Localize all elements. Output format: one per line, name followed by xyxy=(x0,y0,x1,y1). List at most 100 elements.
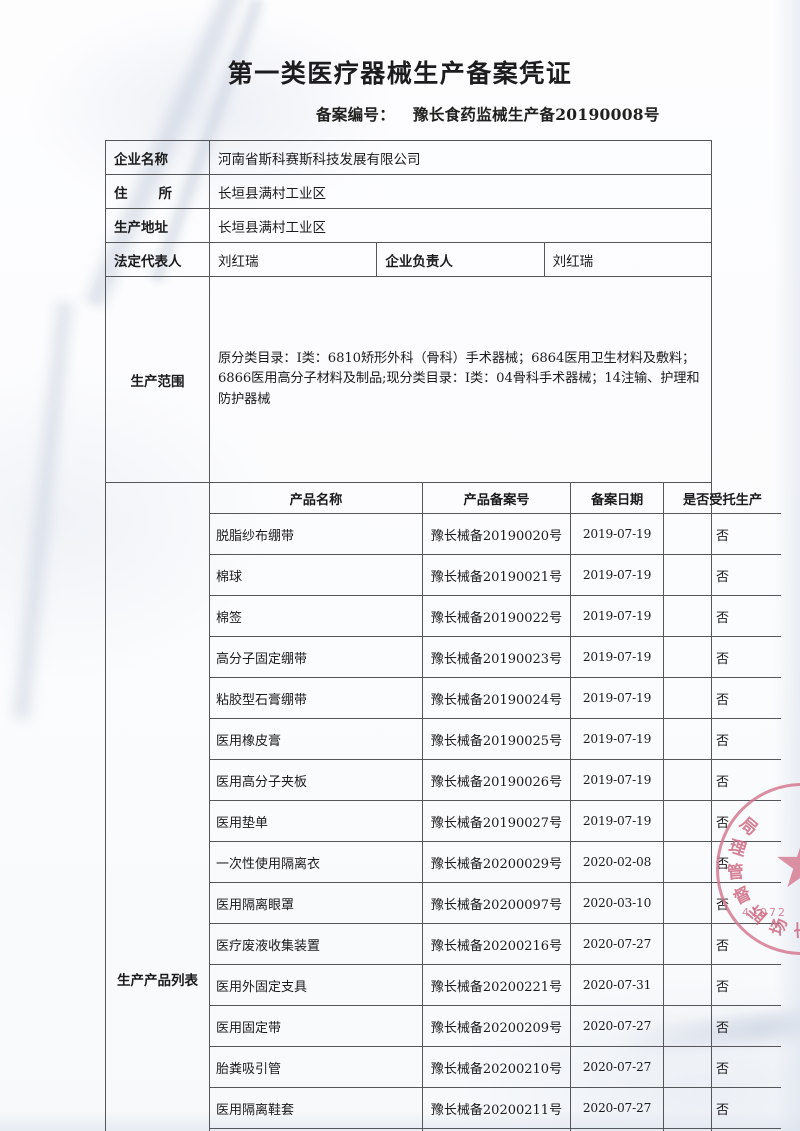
product-name-cell: 医用高分子夹板 xyxy=(210,759,423,801)
product-name-cell: 废液收集袋 xyxy=(210,1128,423,1131)
product-filing-date-cell: 2019-07-19 xyxy=(570,636,664,678)
table-row-production-scope: 生产范围 原分类目录：Ⅰ类：6810矫形外科（骨科）手术器械；6864医用卫生材… xyxy=(105,276,712,483)
product-name-cell: 医用外固定支具 xyxy=(210,964,423,1006)
product-filing-date-cell: 2020-07-27 xyxy=(570,1046,664,1088)
table-row: 废液收集袋豫长械备20200212号2020-07-27否 xyxy=(210,1128,781,1131)
product-entrusted-cell: 否 xyxy=(663,759,781,801)
product-entrusted-cell: 否 xyxy=(663,841,781,883)
product-name-cell: 医用固定带 xyxy=(210,1005,423,1047)
product-name-cell: 医用垫单 xyxy=(210,800,423,842)
product-entrusted-cell: 否 xyxy=(663,513,781,555)
product-name-cell: 一次性使用隔离衣 xyxy=(210,841,423,883)
table-row: 一次性使用隔离衣 豫长械备20200029号 2020-02-08 否 xyxy=(210,841,781,883)
product-filing-number-cell: 豫长械备20200212号 xyxy=(422,1128,571,1131)
product-table-header-row: 产品名称 产品备案号 备案日期 是否受托生产 xyxy=(210,483,781,514)
enterprise-head-value: 刘红瑞 xyxy=(543,242,713,277)
table-row: 脱脂纱布绷带 豫长械备20190020号 2019-07-19 否 xyxy=(210,513,781,555)
production-scope-text: 原分类目录：Ⅰ类：6810矫形外科（骨科）手术器械；6864医用卫生材料及敷料；… xyxy=(209,276,712,483)
enterprise-name-label: 企业名称 xyxy=(105,140,210,175)
table-row-legal-representative: 法定代表人 刘红瑞 企业负责人 刘红瑞 xyxy=(105,242,713,277)
product-entrusted-cell: 否 xyxy=(663,800,781,842)
product-filing-number-cell: 豫长械备20200209号 xyxy=(422,1005,571,1047)
product-entrusted-cell: 否 xyxy=(663,595,781,637)
scan-crease xyxy=(8,299,78,721)
column-header-entrusted: 是否受托生产 xyxy=(663,483,781,514)
legal-rep-value: 刘红瑞 xyxy=(208,242,378,277)
product-filing-number-cell: 豫长械备20200221号 xyxy=(422,964,571,1006)
product-filing-number-cell: 豫长械备20190026号 xyxy=(422,759,571,801)
column-header-filing-date: 备案日期 xyxy=(570,483,664,514)
product-filing-date-cell: 2019-07-19 xyxy=(570,759,664,801)
table-row: 医用橡皮膏 豫长械备20190025号 2019-07-19 否 xyxy=(210,718,781,760)
product-name-cell: 医用隔离眼罩 xyxy=(210,882,423,924)
table-row: 医疗废液收集装置 豫长械备20200216号 2020-07-27 否 xyxy=(210,923,781,965)
product-filing-date-cell: 2019-07-19 xyxy=(570,677,664,719)
product-filing-number-cell: 豫长械备20190025号 xyxy=(422,718,571,760)
product-entrusted-cell: 否 xyxy=(663,882,781,924)
filing-number-label: 备案编号： xyxy=(316,105,396,124)
product-filing-date-cell: 2019-07-19 xyxy=(570,513,664,555)
product-entrusted-cell: 否 xyxy=(663,923,781,965)
address-label-char-b: 所 xyxy=(158,185,173,202)
product-name-cell: 脱脂纱布绷带 xyxy=(210,513,423,555)
enterprise-head-label: 企业负责人 xyxy=(376,242,545,277)
product-filing-number-cell: 豫长械备20190021号 xyxy=(422,554,571,596)
enterprise-name-value: 河南省斯科赛斯科技发展有限公司 xyxy=(209,140,712,175)
product-list-label: 生产产品列表 xyxy=(105,482,210,1131)
product-name-cell: 棉签 xyxy=(210,595,423,637)
product-filing-number-cell: 豫长械备20200211号 xyxy=(422,1087,571,1129)
document-title: 第一类医疗器械生产备案凭证 xyxy=(227,59,573,88)
product-filing-date-cell: 2020-07-27 xyxy=(570,1005,664,1047)
table-row: 医用外固定支具 豫长械备20200221号 2020-07-31 否 xyxy=(210,964,781,1006)
product-entrusted-cell: 否 xyxy=(663,964,781,1006)
product-filing-date-cell: 2020-07-27 xyxy=(570,923,664,965)
product-name-cell: 医用隔离鞋套 xyxy=(210,1087,423,1129)
table-row: 高分子固定绷带 豫长械备20190023号 2019-07-19 否 xyxy=(210,636,781,678)
product-entrusted-cell: 否 xyxy=(663,1087,781,1129)
product-table: 产品名称 产品备案号 备案日期 是否受托生产 脱脂纱布绷带 豫长械备2019002… xyxy=(210,483,781,1131)
product-filing-date-cell: 2019-07-19 xyxy=(570,554,664,596)
product-name-cell: 高分子固定绷带 xyxy=(210,636,423,678)
table-row: 医用固定带 豫长械备20200209号 2020-07-27 否 xyxy=(210,1005,781,1047)
product-filing-date-cell: 2020-02-08 xyxy=(570,841,664,883)
product-name-cell: 棉球 xyxy=(210,554,423,596)
table-row-product-list: 生产产品列表 产品名称 产品备案号 备案日期 是否受托生产 脱脂纱布绷带 豫长械备… xyxy=(105,482,781,1131)
production-address-label: 生产地址 xyxy=(105,208,210,243)
product-table-head: 产品名称 产品备案号 备案日期 是否受托生产 xyxy=(210,483,781,514)
product-entrusted-cell: 否 xyxy=(663,1005,781,1047)
column-header-filing-number: 产品备案号 xyxy=(422,483,571,514)
table-row-production-address: 生产地址 长垣县满村工业区 xyxy=(105,208,712,243)
product-filing-date-cell: 2020-03-10 xyxy=(570,882,664,924)
table-row-address: 住 所 长垣县满村工业区 xyxy=(105,174,712,209)
product-filing-date-cell: 2019-07-19 xyxy=(570,718,664,760)
product-table-body: 脱脂纱布绷带 豫长械备20190020号 2019-07-19 否棉球 豫长械备2019… xyxy=(210,513,781,1131)
product-filing-number-cell: 豫长械备20190023号 xyxy=(422,636,571,678)
product-filing-date-cell: 2019-07-19 xyxy=(570,800,664,842)
table-row: 医用高分子夹板 豫长械备20190026号 2019-07-19 否 xyxy=(210,759,781,801)
legal-rep-label: 法定代表人 xyxy=(105,242,210,277)
table-row: 棉球 豫长械备20190021号 2019-07-19 否 xyxy=(210,554,781,596)
column-header-product-name: 产品名称 xyxy=(210,483,423,514)
address-value: 长垣县满村工业区 xyxy=(209,174,712,209)
table-row: 棉签 豫长械备20190022号 2019-07-19 否 xyxy=(210,595,781,637)
filing-number-value: 豫长食药监械生产备20190008号 xyxy=(413,105,660,124)
product-filing-date-cell: 2020-07-27 xyxy=(570,1087,664,1129)
product-name-cell: 胎粪吸引管 xyxy=(210,1046,423,1088)
product-filing-date-cell: 2020-07-31 xyxy=(570,964,664,1006)
product-list-container: 产品名称 产品备案号 备案日期 是否受托生产 脱脂纱布绷带 豫长械备2019002… xyxy=(209,482,781,1131)
product-name-cell: 粘胶型石膏绷带 xyxy=(210,677,423,719)
address-label-char-a: 住 xyxy=(114,185,128,202)
product-filing-number-cell: 豫长械备20190024号 xyxy=(422,677,571,719)
product-filing-number-cell: 豫长械备20200216号 xyxy=(422,923,571,965)
product-name-cell: 医用橡皮膏 xyxy=(210,718,423,760)
product-entrusted-cell: 否 xyxy=(663,554,781,596)
certificate-table: 企业名称 河南省斯科赛斯科技发展有限公司 住 所 长垣县满村工业区 生产地址 长… xyxy=(105,140,781,1131)
table-row-enterprise-name: 企业名称 河南省斯科赛斯科技发展有限公司 xyxy=(105,140,712,175)
product-filing-date-cell: 2020-07-27 xyxy=(570,1128,664,1131)
table-row: 胎粪吸引管 豫长械备20200210号 2020-07-27 否 xyxy=(210,1046,781,1088)
product-entrusted-cell: 否 xyxy=(663,1046,781,1088)
product-filing-number-cell: 豫长械备20190022号 xyxy=(422,595,571,637)
table-row: 医用垫单 豫长械备20190027号 2019-07-19 否 xyxy=(210,800,781,842)
product-entrusted-cell: 否 xyxy=(663,636,781,678)
